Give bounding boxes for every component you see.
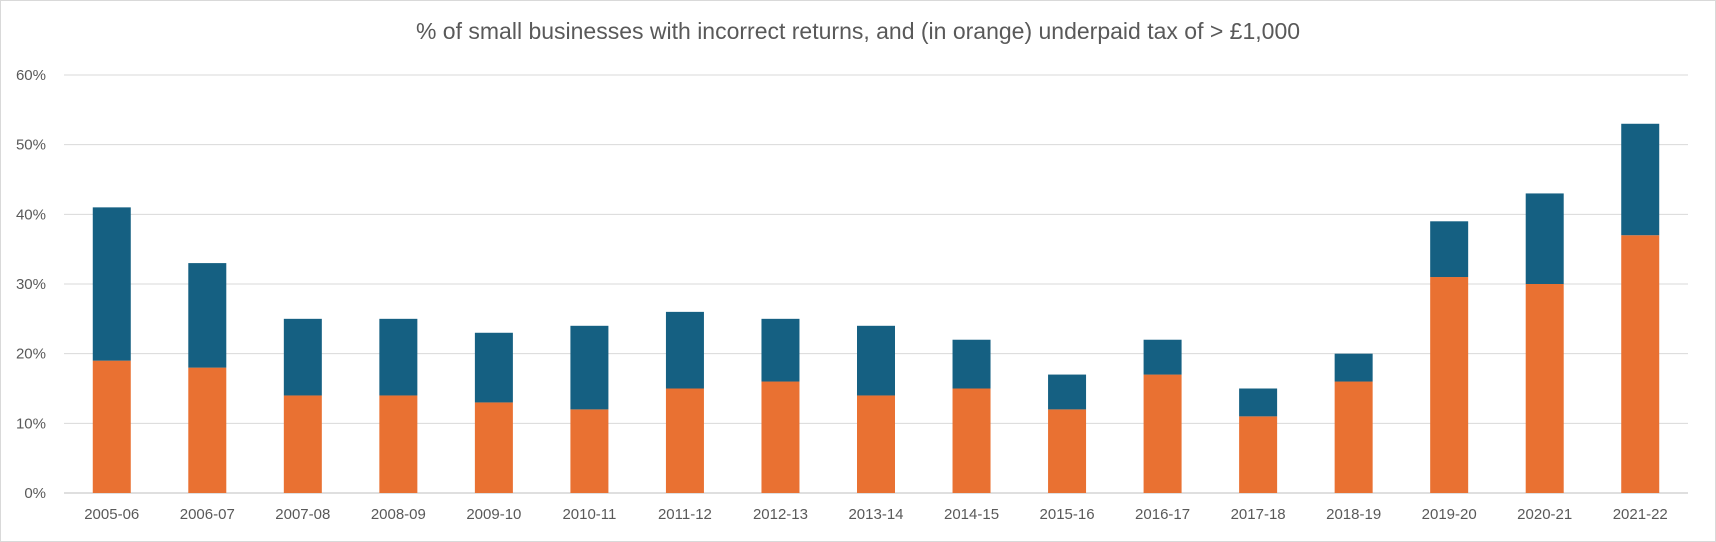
x-tick-label: 2015-16	[1040, 506, 1095, 523]
bar-underpaid-segment	[570, 409, 609, 493]
bar-underpaid-segment	[92, 360, 131, 493]
bar-underpaid-segment	[857, 395, 895, 493]
bar-underpaid-segment	[952, 388, 991, 493]
bar-underpaid-segment	[1430, 277, 1469, 493]
x-tick-label: 2008-09	[371, 506, 426, 523]
bar-incorrect-segment	[1239, 388, 1278, 417]
x-tick-label: 2005-06	[84, 506, 139, 523]
bar-underpaid-segment	[283, 395, 322, 493]
bar-incorrect-segment	[188, 263, 227, 368]
bars	[92, 123, 1660, 493]
x-axis: 2005-06 2006-07 2007-08 2008-09 2009-10 2010-…	[84, 506, 1668, 523]
y-tick-label: 40%	[16, 206, 46, 223]
bar-incorrect-segment	[1143, 339, 1182, 375]
bar-underpaid-segment	[379, 395, 418, 493]
x-tick-label: 2016-17	[1135, 506, 1190, 523]
x-tick-label: 2013-14	[848, 506, 903, 523]
bar-underpaid-segment	[188, 367, 227, 493]
bar-underpaid-segment	[665, 388, 704, 493]
x-tick-label: 2007-08	[275, 506, 330, 523]
bar-incorrect-segment	[665, 311, 704, 389]
x-tick-label: 2014-15	[944, 506, 999, 523]
y-tick-label: 0%	[24, 485, 46, 502]
bar-incorrect-segment	[92, 207, 131, 361]
x-tick-label: 2020-21	[1517, 506, 1572, 523]
bar-underpaid-segment	[761, 381, 800, 493]
bar-underpaid-segment	[1239, 416, 1278, 493]
bar-incorrect-segment	[1430, 221, 1469, 278]
x-tick-label: 2019-20	[1422, 506, 1477, 523]
x-tick-label: 2018-19	[1326, 506, 1381, 523]
bar-incorrect-segment	[1621, 123, 1660, 236]
x-tick-label: 2009-10	[466, 506, 521, 523]
bar-incorrect-segment	[1048, 374, 1087, 410]
bar-incorrect-segment	[761, 318, 800, 382]
x-tick-label: 2017-18	[1231, 506, 1286, 523]
bar-incorrect-segment	[379, 318, 418, 396]
bar-incorrect-segment	[1525, 193, 1564, 284]
y-tick-label: 10%	[16, 415, 46, 432]
bar-incorrect-segment	[1334, 353, 1373, 382]
bar-incorrect-segment	[474, 332, 513, 403]
bar-underpaid-segment	[1334, 381, 1373, 493]
y-tick-label: 60%	[16, 67, 46, 84]
bar-underpaid-segment	[474, 402, 513, 493]
y-tick-label: 30%	[16, 276, 46, 293]
bar-incorrect-segment	[952, 339, 991, 389]
y-tick-label: 20%	[16, 346, 46, 363]
chart-title: % of small businesses with incorrect ret…	[415, 18, 1301, 44]
x-tick-label: 2011-12	[658, 506, 712, 523]
y-tick-label: 50%	[16, 137, 46, 154]
bar-underpaid-segment	[1143, 374, 1182, 493]
bar-incorrect-segment	[283, 318, 322, 396]
bar-incorrect-segment	[570, 325, 609, 410]
x-tick-label: 2006-07	[180, 506, 235, 523]
x-tick-label: 2010-11	[562, 506, 616, 523]
bar-incorrect-segment	[857, 325, 895, 396]
y-axis: 0% 10% 20% 30% 40% 50% 60%	[16, 67, 46, 502]
x-tick-label: 2012-13	[753, 506, 808, 523]
bar-underpaid-segment	[1048, 409, 1087, 493]
bar-underpaid-segment	[1525, 284, 1564, 493]
bar-underpaid-segment	[1621, 235, 1660, 493]
x-tick-label: 2021-22	[1613, 506, 1668, 523]
